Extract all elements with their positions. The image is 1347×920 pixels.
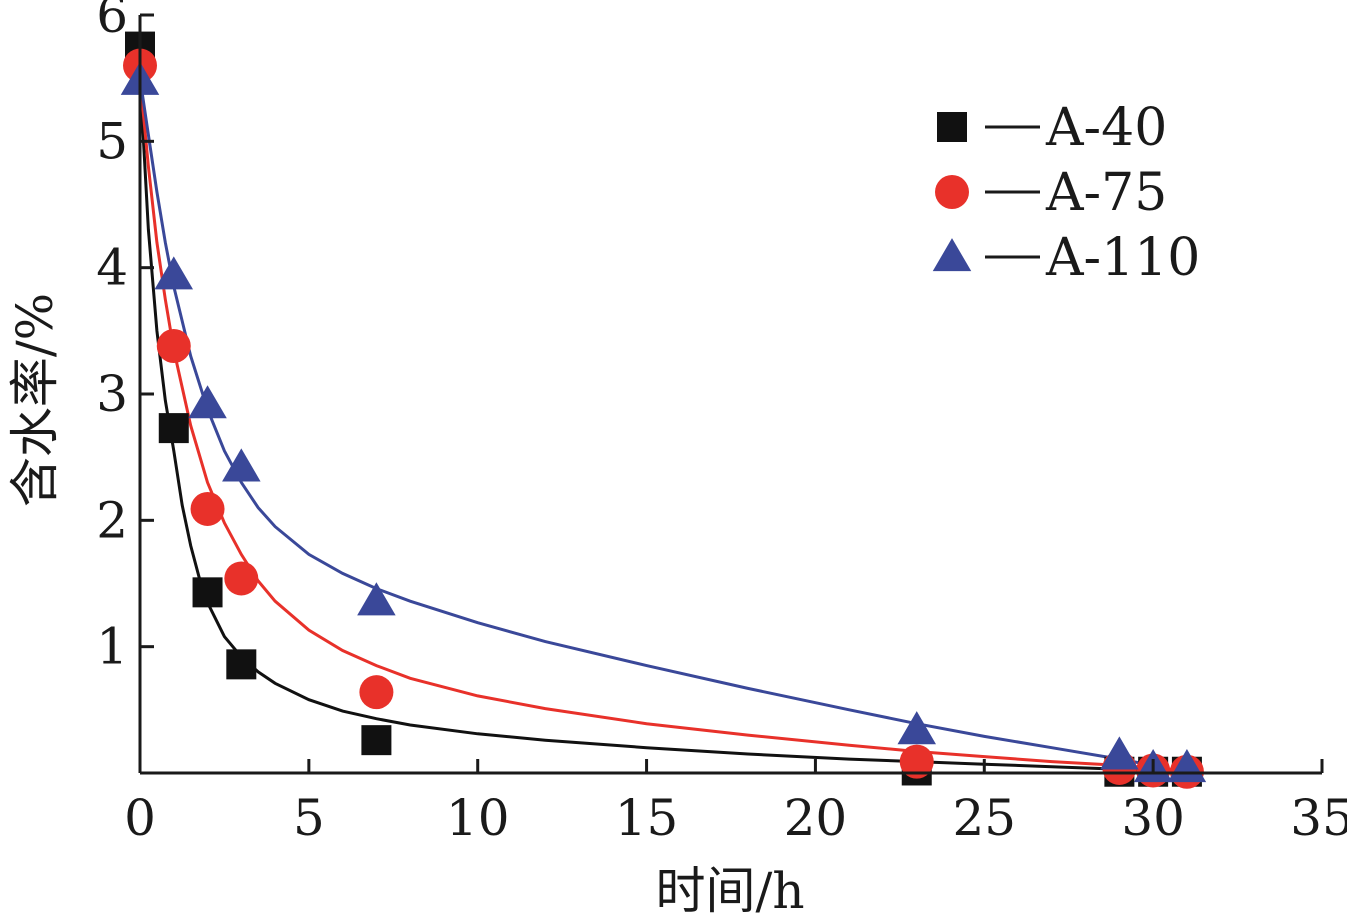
legend-marker-A-40 — [937, 112, 967, 142]
y-axis-title: 含水率/% — [6, 293, 64, 507]
data-point-A-40 — [361, 725, 392, 756]
y-tick-label: 5 — [96, 112, 128, 170]
fit-lines — [138, 77, 1188, 774]
fit-line-A-75 — [138, 78, 1188, 772]
data-point-A-75 — [899, 744, 934, 779]
legend-marker-A-110 — [932, 238, 972, 272]
data-point-A-110 — [357, 582, 396, 616]
data-point-A-110 — [897, 711, 936, 745]
x-ticks: 0 5 10 15 20 25 30 35 — [124, 759, 1347, 847]
data-point-A-110 — [188, 385, 227, 419]
data-points — [120, 31, 1207, 789]
data-point-A-75 — [359, 675, 394, 710]
y-tick-label: 4 — [96, 239, 128, 297]
y-tick-label: 3 — [96, 365, 128, 423]
legend-label: A-110 — [1045, 228, 1200, 288]
x-tick-label: 10 — [446, 789, 510, 847]
data-point-A-75 — [224, 561, 259, 596]
legend-label: A-75 — [1045, 163, 1167, 223]
y-tick-label: 1 — [96, 618, 128, 676]
data-point-A-75 — [190, 491, 225, 526]
x-tick-label: 20 — [784, 789, 848, 847]
x-axis-title: 时间/h — [655, 862, 804, 920]
data-point-A-40 — [226, 649, 257, 680]
data-point-A-75 — [156, 328, 191, 363]
legend-label: A-40 — [1045, 98, 1167, 158]
data-point-A-40 — [158, 413, 189, 444]
data-point-A-110 — [222, 448, 261, 482]
y-tick-label: 2 — [96, 491, 128, 549]
x-tick-label: 30 — [1121, 789, 1185, 847]
legend-marker-A-75 — [935, 175, 969, 209]
fit-line-A-110 — [138, 77, 1154, 767]
fit-line-A-40 — [138, 78, 1187, 774]
x-tick-label: 5 — [293, 789, 325, 847]
y-ticks: 1 2 3 4 5 6 — [96, 0, 154, 676]
x-tick-label: 0 — [124, 789, 156, 847]
data-point-A-110 — [154, 256, 194, 290]
x-tick-label: 25 — [952, 789, 1016, 847]
y-tick-label: 6 — [96, 0, 128, 44]
data-point-A-40 — [192, 577, 223, 608]
x-tick-label: 35 — [1290, 789, 1347, 847]
legend: A-40A-75A-110 — [932, 98, 1200, 288]
x-tick-label: 15 — [615, 789, 679, 847]
data-point-A-110 — [1100, 736, 1139, 770]
